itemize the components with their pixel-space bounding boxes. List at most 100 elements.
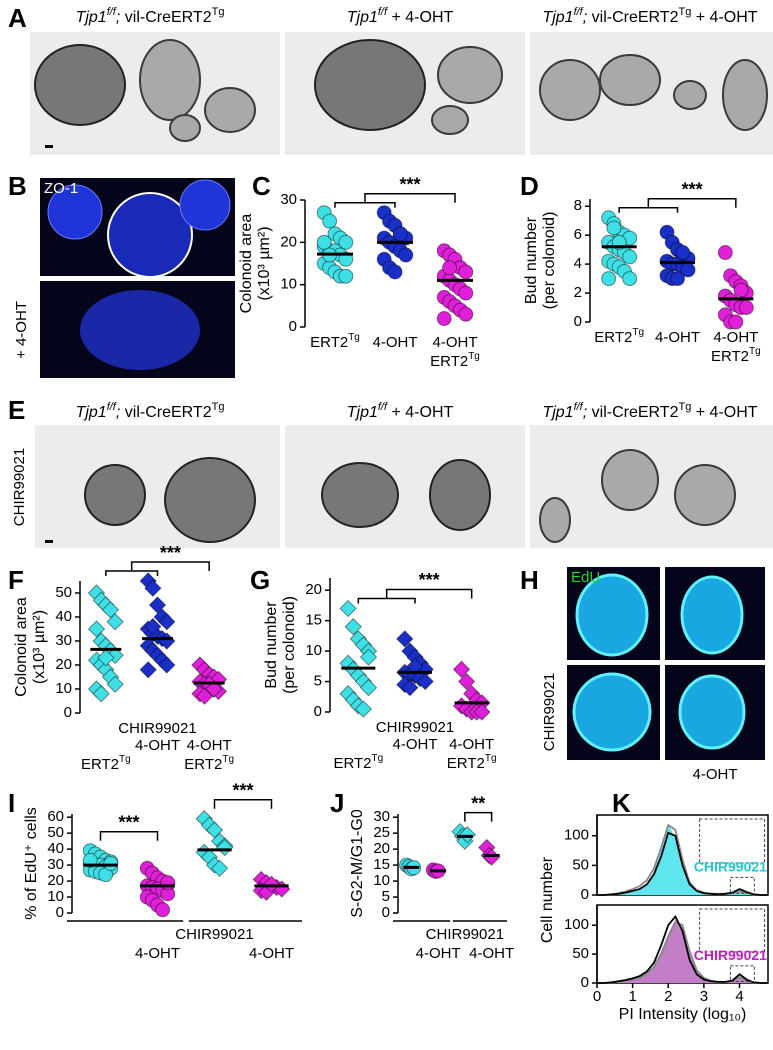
image-caption: Tjp1f/f; vil-CreERT2Tg [76, 401, 225, 421]
y-axis-label: Colonoid area [238, 214, 255, 314]
y-tick-label: 25 [373, 824, 390, 841]
y-tick-label: 60 [47, 808, 64, 825]
sig-label: *** [118, 812, 139, 832]
image-caption: Tjp1f/f + 4-OHT [347, 6, 454, 26]
y-axis-label: % of EdU⁺ cells [23, 807, 40, 919]
data-point [338, 234, 354, 250]
image-caption: Tjp1f/f; vil-CreERT2Tg [76, 6, 225, 26]
y-tick-label: 10 [280, 276, 297, 293]
x-group-label: ERT2Tg [447, 753, 497, 772]
label-text: CHIR99021 [426, 926, 504, 943]
data-point [717, 245, 733, 261]
caption-part: + 4-OHT [387, 9, 453, 26]
label-text: 4-OHT [373, 334, 418, 351]
data-point [622, 271, 638, 287]
label-text: 4-OHT [713, 329, 758, 346]
data-point [344, 618, 362, 636]
area [597, 919, 768, 983]
x-group-label: 4-OHT [655, 329, 700, 346]
y-tick-label: 40 [55, 608, 72, 625]
label-text: 4-OHT [393, 736, 438, 753]
panel-letter: K [612, 788, 631, 818]
data-point [396, 630, 414, 648]
label-text: 4-OHT [135, 945, 180, 962]
y-tick-label: 10 [47, 888, 64, 905]
data-point [148, 596, 167, 614]
image-caption: Tjp1f/f; vil-CreERT2Tg + 4-OHT [542, 6, 757, 26]
y-tick-label: 0 [581, 974, 589, 991]
caption-part: ; [116, 404, 120, 421]
y-tick-label: 10 [373, 872, 390, 889]
x-group-label: ERT2Tg [430, 351, 480, 370]
y-axis-label: (x10³ µm²) [256, 226, 273, 300]
data-point [387, 264, 403, 280]
data-point [401, 678, 419, 697]
y-tick-label: 15 [305, 612, 322, 629]
label-text: 4-OHT [416, 945, 461, 962]
sig-bracket [464, 811, 493, 822]
panel-letter: J [330, 788, 344, 818]
y-axis-label: Cell number [539, 856, 556, 943]
caption-part: vil-CreERT2 [120, 9, 211, 26]
label-text: 4-OHT [187, 737, 232, 754]
y-tick-label: 20 [373, 840, 390, 857]
x-group-label: 4-OHT [135, 737, 180, 754]
x-group-label: CHIR99021 [175, 926, 253, 943]
annotation: CHIR99021 [694, 859, 767, 875]
x-tick-label: 2 [664, 988, 672, 1005]
label-text: ERT2 [184, 756, 222, 773]
label-text: 4-OHT [135, 737, 180, 754]
caption-part: f/f [107, 401, 117, 413]
x-group-label: ERT2Tg [333, 753, 383, 772]
y-tick-label: 0 [56, 904, 64, 921]
data-point [106, 675, 124, 693]
caption-part: ; [583, 9, 587, 26]
label-sup: Tg [119, 754, 131, 765]
x-group-label: CHIR99021 [118, 720, 196, 737]
image-label: ZO-1 [44, 180, 78, 197]
data-point [144, 579, 162, 597]
label-text: ERT2 [310, 334, 348, 351]
label-text: CHIR99021 [175, 926, 253, 943]
caption-part: ; [116, 9, 120, 26]
data-point [457, 672, 476, 691]
data-point [728, 314, 744, 330]
y-tick-label: 100 [564, 827, 589, 844]
x-group-label: CHIR99021 [426, 926, 504, 943]
sig-label: *** [232, 781, 253, 801]
y-tick-label: 6 [574, 226, 582, 243]
sig-label: *** [419, 570, 440, 590]
x-group-label: 4-OHT [433, 334, 478, 351]
y-tick-label: 10 [55, 680, 72, 697]
y-tick-label: 50 [572, 856, 589, 873]
y-tick-label: 20 [305, 581, 322, 598]
y-tick-label: 30 [55, 632, 72, 649]
data-point [106, 613, 124, 631]
y-axis-label: Bud number [523, 216, 540, 304]
y-axis-label: (per colonoid) [281, 596, 298, 694]
caption-part: Tjp1 [347, 9, 378, 26]
y-axis-label: (x10³ µm²) [31, 610, 48, 684]
caption-part: f/f [574, 401, 584, 413]
data-point [338, 251, 354, 267]
data-point [473, 703, 491, 721]
data-point [322, 213, 338, 229]
image-caption: Tjp1f/f; vil-CreERT2Tg + 4-OHT [542, 401, 757, 421]
data-point [670, 271, 685, 287]
panel-e-images [35, 425, 773, 548]
x-tick-label: 0 [593, 988, 601, 1005]
data-point [205, 680, 223, 698]
x-tick-label: 1 [628, 988, 636, 1005]
data-point [354, 700, 373, 718]
y-tick-label: 30 [280, 191, 297, 208]
caption-part: vil-CreERT2 [587, 404, 678, 421]
y-axis-label: Bud number [263, 601, 280, 689]
data-point [339, 599, 357, 618]
label-text: ERT2 [594, 329, 632, 346]
y-tick-label: 10 [305, 642, 322, 659]
data-point [675, 245, 691, 261]
data-point [601, 271, 617, 287]
x-group-label: 4-OHT [249, 945, 294, 962]
caption-part: + 4-OHT [691, 404, 757, 421]
